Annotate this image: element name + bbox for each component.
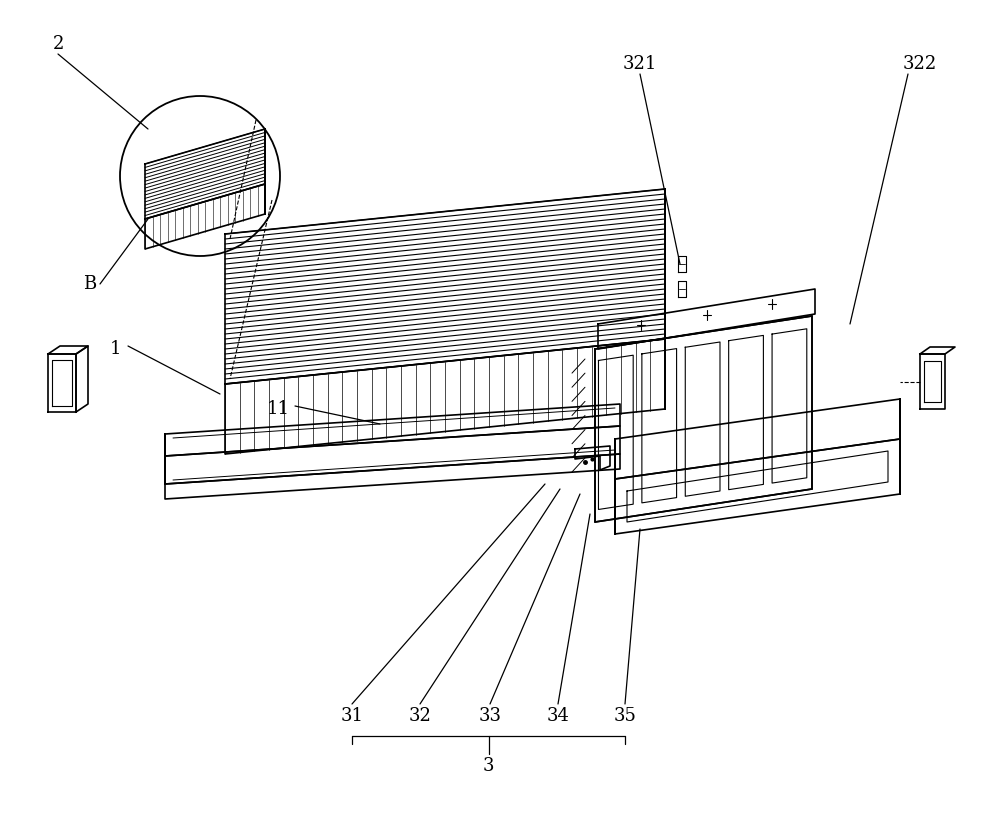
Text: 1: 1: [109, 340, 121, 358]
Text: 321: 321: [623, 55, 657, 73]
Text: 32: 32: [409, 707, 431, 725]
Text: B: B: [83, 275, 97, 293]
Text: 3: 3: [483, 757, 494, 775]
Text: 35: 35: [614, 707, 636, 725]
Text: 34: 34: [547, 707, 569, 725]
Text: 322: 322: [903, 55, 937, 73]
Text: 2: 2: [52, 35, 64, 53]
Text: 31: 31: [340, 707, 364, 725]
Text: 11: 11: [266, 400, 290, 418]
Text: 33: 33: [479, 707, 502, 725]
